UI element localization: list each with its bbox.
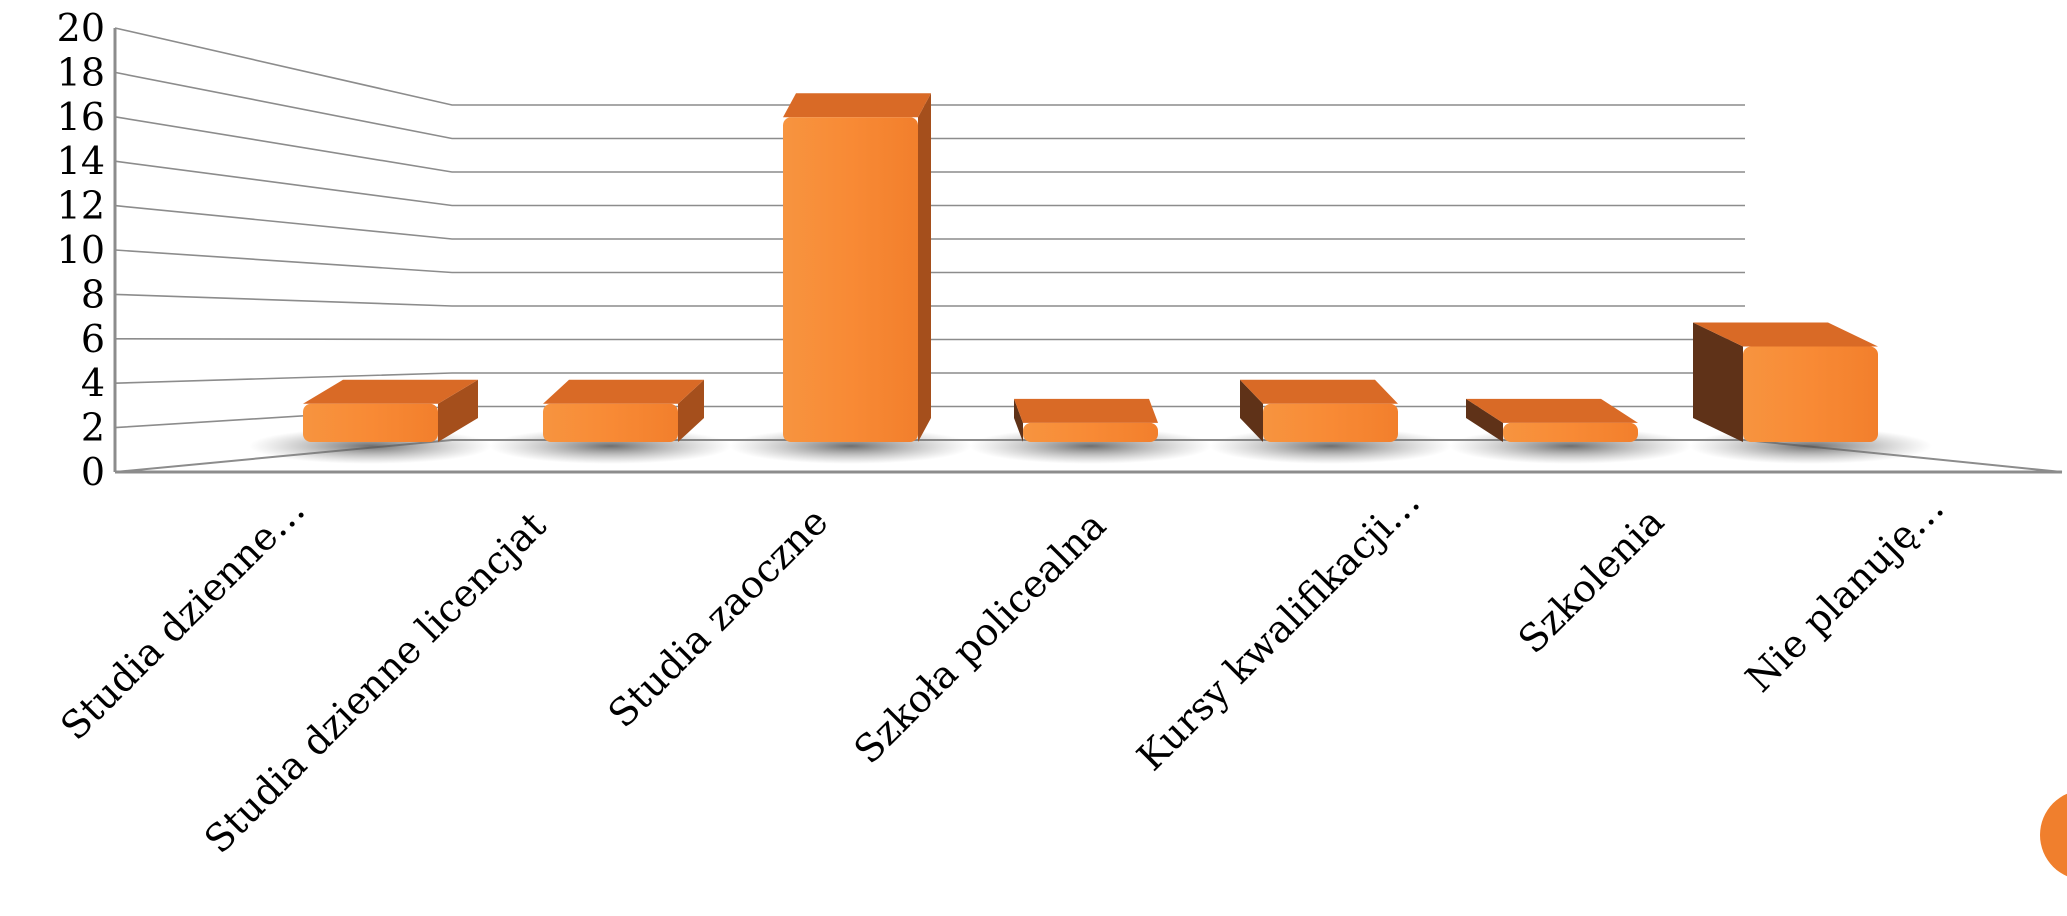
- bar-side-face: [438, 379, 478, 442]
- bar-top-face: [543, 379, 704, 404]
- x-axis-category-labels: Studia dzienne…Studia dzienne licencjat S…: [52, 479, 1952, 862]
- bar-front-face: [1263, 403, 1398, 442]
- bar: [543, 379, 704, 442]
- bar: [303, 379, 478, 442]
- bar-side-face: [918, 93, 931, 443]
- bar-top-face: [1240, 379, 1398, 404]
- bar-top-face: [783, 93, 931, 118]
- gridline: [114, 160, 1745, 207]
- gridlines: [114, 27, 1745, 429]
- y-tick-label: 6: [81, 317, 105, 361]
- bar-top-face: [1693, 322, 1878, 347]
- x-category-label: Studia dzienne…: [52, 487, 313, 748]
- bar-top-face: [303, 379, 478, 404]
- gridline: [114, 249, 1745, 274]
- bar: [1240, 379, 1398, 442]
- bar-side-face: [678, 379, 704, 442]
- bars: [303, 93, 1878, 443]
- bar-top-face: [1014, 398, 1158, 423]
- bar-front-face: [1503, 422, 1638, 442]
- gridline: [114, 372, 1745, 384]
- y-tick-label: 8: [81, 272, 105, 316]
- bar-side-face: [1466, 398, 1503, 442]
- gridline: [114, 293, 1745, 307]
- x-category-label: Szkoła policealna: [845, 503, 1114, 772]
- y-tick-label: 2: [81, 406, 105, 450]
- bar: [783, 93, 931, 443]
- bar-top-face: [1466, 398, 1638, 423]
- bar-side-face: [1693, 322, 1743, 442]
- y-tick-label: 0: [81, 450, 105, 494]
- bar-front-face: [543, 403, 678, 442]
- bar: [1693, 322, 1878, 442]
- y-tick-label: 16: [57, 95, 105, 139]
- y-tick-label: 20: [57, 6, 105, 50]
- y-tick-label: 10: [57, 228, 105, 272]
- x-category-label: Kursy kwalifikacji…: [1129, 479, 1429, 779]
- x-category-label: Szkolenia: [1510, 499, 1673, 662]
- bar-front-face: [1023, 422, 1158, 442]
- y-tick-label: 18: [57, 50, 105, 94]
- y-tick-label: 4: [81, 361, 105, 405]
- x-category-label: Nie planuję…: [1737, 485, 1952, 700]
- gridline: [114, 71, 1745, 140]
- bar-side-face: [1014, 398, 1023, 442]
- y-tick-label: 14: [57, 139, 105, 183]
- bar-side-face: [1240, 379, 1263, 442]
- gridline: [114, 27, 1745, 106]
- gridline: [114, 204, 1745, 240]
- y-tick-label: 12: [57, 184, 105, 228]
- x-category-label: Studia zaoczne: [600, 499, 837, 736]
- bar-front-face: [1743, 346, 1878, 442]
- bar-front-face: [783, 117, 918, 443]
- gridline: [114, 337, 1745, 341]
- bar-front-face: [303, 403, 438, 442]
- gridline: [114, 116, 1745, 173]
- bar: [1466, 398, 1638, 442]
- bar: [1014, 398, 1158, 442]
